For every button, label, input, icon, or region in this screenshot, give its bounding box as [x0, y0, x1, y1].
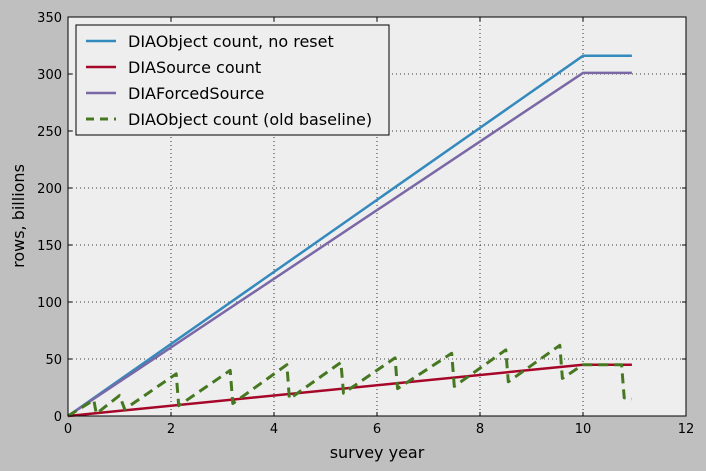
ticks: 0 2 4 6 8 10 12 0 50 100 150 200 250 300 350 [37, 11, 694, 437]
x-tick-label: 12 [678, 422, 695, 437]
y-tick-label: 0 [54, 410, 62, 425]
legend-label: DIASource count [128, 58, 261, 77]
series-line-2 [67, 71, 632, 418]
x-tick-label: 4 [270, 422, 278, 437]
y-axis-label: rows, billions [9, 164, 28, 268]
y-tick-label: 150 [37, 239, 62, 254]
x-tick-label: 8 [476, 422, 484, 437]
y-tick-label: 100 [37, 296, 62, 311]
y-tick-label: 250 [37, 125, 62, 140]
legend-label: DIAObject count (old baseline) [128, 110, 372, 129]
x-tick-label: 0 [64, 422, 72, 437]
legend-label: DIAForcedSource [128, 84, 264, 103]
y-tick-label: 350 [37, 11, 62, 26]
legend: DIAObject count, no reset DIASource count… [75, 24, 390, 136]
y-tick-label: 200 [37, 182, 62, 197]
legend-frame [75, 24, 390, 136]
y-tick-label: 50 [45, 353, 62, 368]
series-layer [67, 54, 633, 418]
x-axis-label: survey year [330, 443, 425, 462]
y-tick-label: 300 [37, 68, 62, 83]
series-line-3 [67, 343, 633, 418]
x-tick-label: 10 [575, 422, 592, 437]
series-line-0 [67, 54, 632, 418]
legend-label: DIAObject count, no reset [128, 32, 334, 51]
x-tick-label: 6 [373, 422, 381, 437]
x-tick-label: 2 [167, 422, 175, 437]
